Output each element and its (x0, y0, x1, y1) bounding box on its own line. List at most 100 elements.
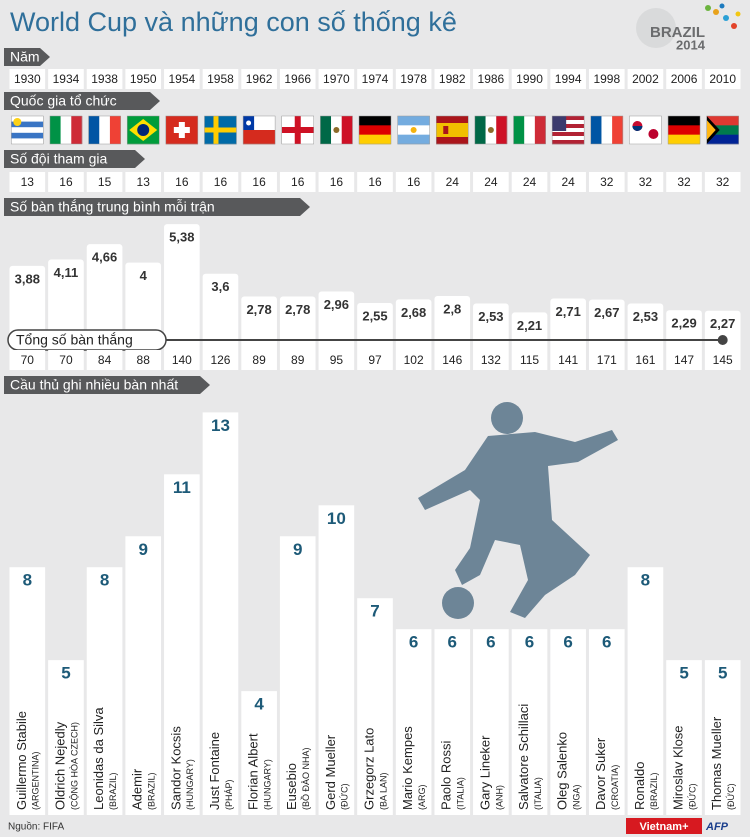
totals-cell (704, 350, 741, 370)
bar (550, 629, 586, 815)
totals-value: 132 (481, 353, 501, 367)
bar (164, 224, 200, 374)
value-label: 9 (293, 540, 302, 559)
scorer-name: Florian Albert (246, 733, 261, 810)
teams-value: 13 (137, 175, 151, 189)
value-label: 6 (409, 633, 418, 652)
scorer-name: Ronaldo (632, 762, 647, 810)
totals-value: 97 (368, 353, 382, 367)
totals-value: 141 (558, 353, 578, 367)
host-flag (320, 115, 353, 145)
teams-cell (279, 172, 316, 192)
value-label: 8 (641, 571, 650, 590)
bar (627, 567, 664, 815)
teams-cell (666, 172, 702, 192)
value-label: 2,29 (671, 316, 696, 331)
year: 1974 (362, 72, 389, 86)
teams-value: 16 (59, 175, 73, 189)
scorer-country: (BA LAN) (378, 772, 388, 810)
value-label: 4 (140, 268, 148, 283)
teams-cell (125, 172, 162, 192)
value-label: 2,96 (324, 297, 349, 312)
year-cell (511, 69, 548, 89)
value-label: 2,78 (285, 302, 310, 317)
totals-cell (86, 350, 123, 370)
scorer-country: (PHÁP) (224, 779, 234, 810)
totals-value: 146 (442, 353, 462, 367)
source: Nguồn: FIFA (8, 821, 64, 833)
value-label: 2,78 (246, 302, 271, 317)
scorer-name: Oldrich Nejedly (52, 721, 67, 810)
year: 1970 (323, 72, 350, 86)
value-label: 2,68 (401, 305, 426, 320)
scorer-country: (ĐỨC) (726, 783, 736, 810)
teams-cell (86, 172, 123, 192)
host-flag (629, 115, 662, 145)
value-label: 5 (679, 664, 688, 683)
scorer-country: (ĐỨC) (340, 783, 350, 810)
bar (318, 505, 355, 815)
year-cell (279, 69, 316, 89)
totals-value: 70 (59, 353, 73, 367)
totals-cell (627, 350, 664, 370)
teams-value: 24 (446, 175, 460, 189)
bar (125, 536, 162, 815)
year: 1978 (400, 72, 427, 86)
teams-cell (241, 172, 277, 192)
host-flag (706, 115, 739, 145)
totals-cell (395, 350, 432, 370)
year-cell (434, 69, 471, 89)
totals-value: 147 (674, 353, 694, 367)
teams-value: 16 (407, 175, 421, 189)
value-label: 6 (486, 633, 495, 652)
year-cell (318, 69, 355, 89)
teams-cell (395, 172, 432, 192)
year: 1938 (91, 72, 118, 86)
scorer-country: (BRAZIL) (147, 772, 157, 810)
scorer-name: Just Fontaine (207, 732, 222, 810)
totals-cell (9, 350, 46, 370)
section-band (4, 198, 310, 216)
scorer-name: Grzegorz Lato (361, 728, 376, 810)
host-flag (397, 115, 430, 145)
teams-value: 16 (291, 175, 305, 189)
year: 1994 (555, 72, 582, 86)
year-cell (588, 69, 625, 89)
scorer-country: (BỒ ĐÀO NHA) (300, 747, 311, 810)
totals-cell (279, 350, 316, 370)
totals-label: Tổng số bàn thắng (16, 332, 133, 348)
year-cell (666, 69, 702, 89)
scorer-country: (ARGENTINA) (31, 751, 41, 810)
totals-value: 70 (21, 353, 35, 367)
host-flag (667, 115, 701, 145)
teams-cell (164, 172, 200, 192)
value-label: 5,38 (169, 230, 194, 245)
scorer-name: Oleg Salenko (555, 732, 570, 810)
value-label: 2,8 (443, 301, 461, 316)
year: 2006 (671, 72, 698, 86)
host-flag (551, 115, 585, 145)
bar (48, 660, 84, 815)
teams-cell (473, 172, 509, 192)
year: 1934 (53, 72, 80, 86)
value-label: 2,55 (362, 308, 387, 323)
host-flag (204, 115, 237, 145)
year: 1954 (168, 72, 195, 86)
year: 1998 (593, 72, 620, 86)
value-label: 13 (211, 416, 230, 435)
value-label: 3,88 (15, 271, 40, 286)
value-label: 2,67 (594, 305, 619, 320)
bar (666, 660, 702, 815)
scorer-name: Ademir (130, 768, 145, 810)
scorer-country: (NGA) (572, 785, 582, 811)
host-flag (242, 115, 276, 145)
totals-value: 145 (713, 353, 733, 367)
teams-value: 32 (677, 175, 691, 189)
scorer-country: (ARG) (417, 785, 427, 811)
totals-cell (318, 350, 355, 370)
section-label: Quốc gia tổ chức (10, 93, 117, 109)
section-band (4, 376, 210, 394)
scorer-country: (ITALIA) (533, 777, 543, 810)
year-cell (9, 69, 46, 89)
